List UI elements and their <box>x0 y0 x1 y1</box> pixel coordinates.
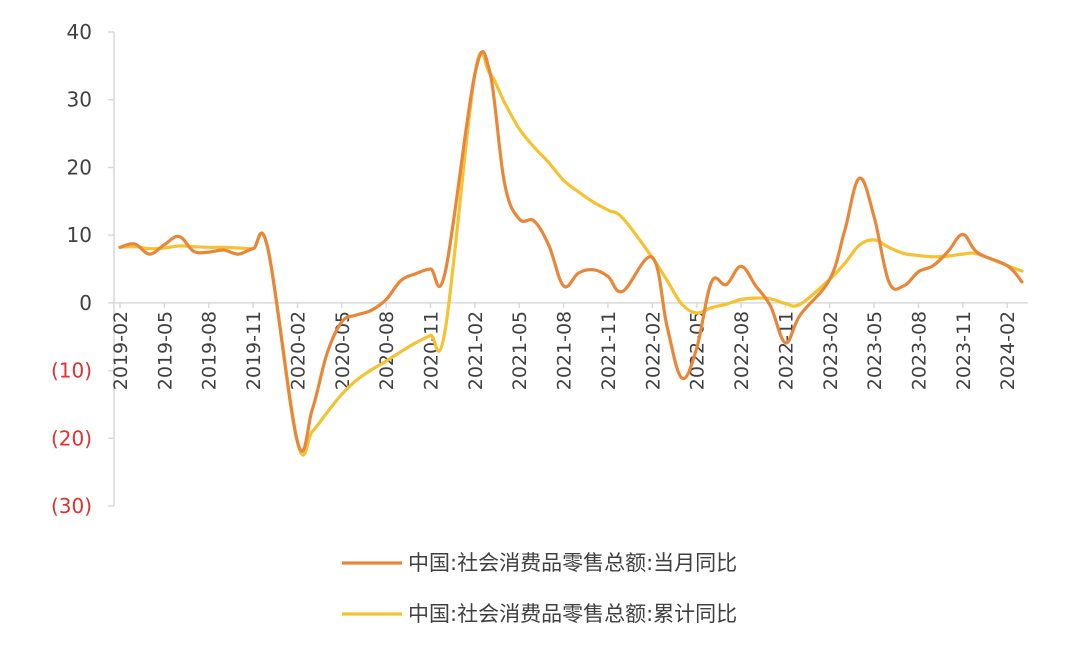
axes <box>113 32 1028 506</box>
x-tick-label: 2024-02 <box>997 311 1019 390</box>
x-tick-label: 2023-05 <box>864 311 886 390</box>
x-tick-label: 2022-11 <box>775 311 797 390</box>
legend-label: 中国:社会消费品零售总额:当月同比 <box>408 551 737 575</box>
y-tick-label: (30) <box>51 494 92 518</box>
series-lines <box>118 49 1024 457</box>
series-line-cumulative-yoy <box>118 50 1024 457</box>
x-tick-label: 2021-11 <box>598 311 620 390</box>
y-tick-label: 30 <box>67 88 92 112</box>
x-tick-label: 2019-08 <box>199 311 221 390</box>
x-tick-label: 2019-11 <box>243 311 265 390</box>
x-axis-ticks: 2019-02 2019-05 2019-08 2019-11 2020-02 2020-… <box>110 302 1019 390</box>
y-tick-label: 10 <box>67 223 92 247</box>
x-tick-label: 2020-02 <box>287 311 309 390</box>
x-tick-label: 2019-05 <box>154 311 176 390</box>
x-tick-label: 2021-05 <box>509 311 531 390</box>
x-tick-label: 2022-02 <box>642 311 664 390</box>
y-tick-label: 20 <box>67 155 92 179</box>
y-tick-label: 40 <box>67 20 92 44</box>
series-line-monthly-yoy <box>118 49 1024 453</box>
y-tick-label: (10) <box>51 359 92 383</box>
x-tick-label: 2023-02 <box>820 311 842 390</box>
y-tick-label: (20) <box>51 426 92 450</box>
y-axis-ticks: 40 30 20 10 0 (10) (20) (30) <box>51 20 114 518</box>
x-tick-label: 2021-08 <box>554 311 576 390</box>
y-tick-label: 0 <box>79 291 92 315</box>
x-tick-label: 2022-08 <box>731 311 753 390</box>
x-tick-label: 2020-08 <box>376 311 398 390</box>
x-tick-label: 2021-02 <box>465 311 487 390</box>
legend-label: 中国:社会消费品零售总额:累计同比 <box>408 602 737 626</box>
x-tick-label: 2020-11 <box>421 311 443 390</box>
x-tick-label: 2023-11 <box>953 311 975 390</box>
x-tick-label: 2022-05 <box>687 311 709 390</box>
x-tick-label: 2023-08 <box>908 311 930 390</box>
x-tick-label: 2019-02 <box>110 311 132 390</box>
